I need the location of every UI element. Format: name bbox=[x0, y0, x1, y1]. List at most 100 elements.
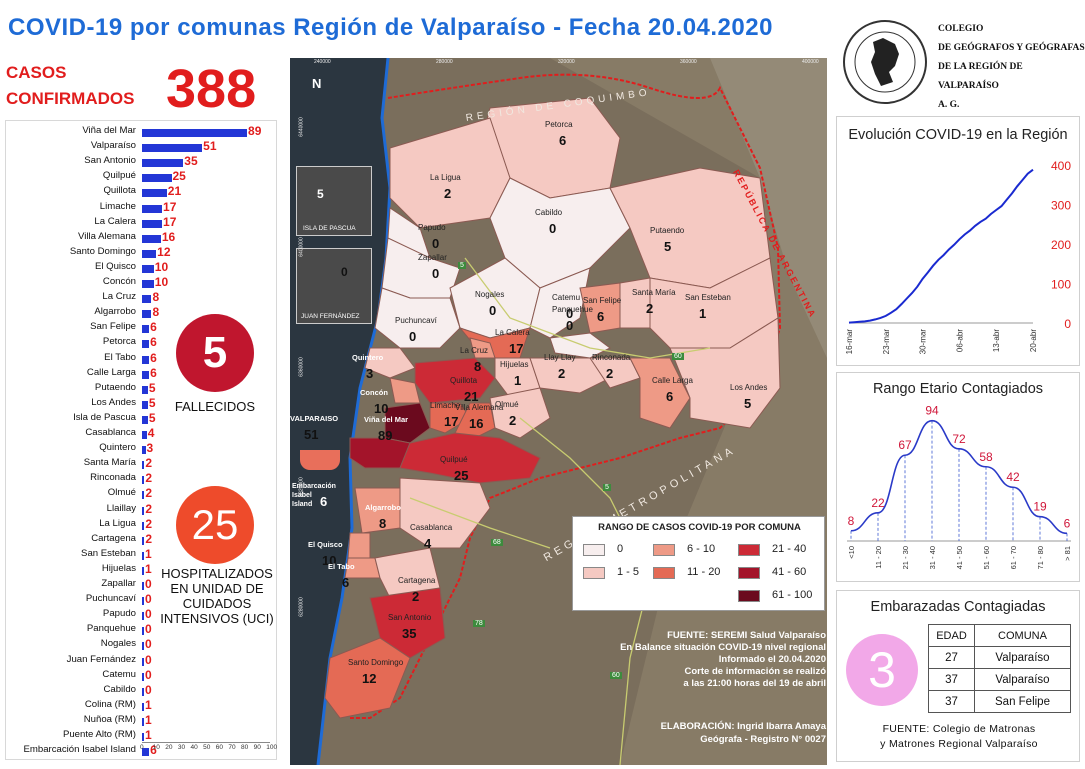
bar-value-label: 10 bbox=[154, 275, 169, 289]
comuna-value-label: 5 bbox=[664, 239, 672, 254]
legend-swatch bbox=[583, 567, 605, 579]
bar-value-label: 3 bbox=[146, 441, 154, 456]
bar-value-label: 4 bbox=[147, 426, 155, 440]
bar bbox=[142, 189, 167, 198]
bar-value-label: 0 bbox=[145, 622, 152, 637]
comuna-name-label: La Ligua bbox=[430, 173, 461, 182]
age-x-tick: <10 bbox=[847, 546, 856, 559]
comuna-name-label: La Cruz bbox=[460, 346, 489, 355]
casos-confirmados-label: CASOS CONFIRMADOS bbox=[6, 60, 134, 112]
table-row: 37 Valparaíso bbox=[928, 668, 1071, 691]
casos-label-line2: CONFIRMADOS bbox=[6, 89, 135, 108]
bar-value-label: 0 bbox=[145, 652, 152, 667]
evo-x-tick: 20-abr bbox=[1029, 329, 1038, 352]
bar bbox=[142, 129, 248, 137]
comuna-name-label: Algarrobo bbox=[365, 503, 401, 512]
comuna-value-label: 0 bbox=[566, 318, 574, 333]
source-line-3: Informado el 20.04.2020 bbox=[718, 654, 826, 665]
age-data-label: 42 bbox=[1006, 470, 1020, 484]
colegio-line-3: DE LA REGIÓN DE VALPARAÍSO bbox=[938, 62, 1023, 91]
map-source: FUENTE: SEREMI Salud Valparaíso En Balan… bbox=[556, 630, 826, 690]
bar-value-label: 2 bbox=[145, 501, 153, 516]
legend-swatch bbox=[653, 567, 675, 579]
age-data-label: 22 bbox=[871, 496, 885, 510]
bar-row: Puchuncaví 0 bbox=[6, 592, 278, 608]
embarazadas-count: 3 bbox=[846, 634, 918, 706]
bar-value-label: 1 bbox=[145, 546, 152, 561]
bar-value-label: 2 bbox=[145, 456, 153, 471]
legend-label: 1 - 5 bbox=[617, 566, 640, 578]
bar-category-label: Nuñoa (RM) bbox=[83, 713, 136, 725]
legend-label: 11 - 20 bbox=[687, 566, 721, 578]
bar bbox=[142, 687, 144, 696]
bar bbox=[142, 642, 144, 651]
bar-row: El Quisco 10 bbox=[6, 259, 278, 276]
map-top-coord: 400000 bbox=[802, 59, 819, 65]
age-series-line bbox=[850, 419, 1068, 535]
bar-row: La Ligua 2 bbox=[6, 517, 278, 533]
bar bbox=[142, 204, 163, 213]
comuna-name-label: Santo Domingo bbox=[348, 658, 404, 667]
map-credit: ELABORACIÓN: Ingrid Ibarra Amaya Geógraf… bbox=[556, 720, 826, 746]
emb-source-line-2: y Matrones Regional Valparaíso bbox=[880, 738, 1038, 750]
age-x-tick: 61 - 70 bbox=[1009, 546, 1018, 569]
embarazadas-title: Embarazadas Contagiadas bbox=[870, 599, 1046, 615]
comuna-value-label: 12 bbox=[362, 671, 377, 686]
road-label: 60 bbox=[610, 672, 622, 679]
bar-category-label: Nogales bbox=[100, 638, 136, 650]
comuna-name-label: Rinconada bbox=[592, 353, 631, 362]
bar-value-label: 0 bbox=[145, 577, 152, 591]
bar bbox=[142, 597, 144, 606]
bar-row: Los Andes 5 bbox=[6, 396, 278, 412]
comuna-name-label: Nogales bbox=[475, 290, 505, 299]
comuna-cell: Valparaíso bbox=[974, 646, 1071, 669]
bar bbox=[142, 733, 144, 741]
inset-isla-de-pascua: 5 ISLA DE PASCUA bbox=[296, 166, 372, 236]
comuna-value-label: 89 bbox=[378, 428, 393, 443]
bar-row: San Felipe 6 bbox=[6, 320, 278, 336]
comuna-value-label: 0 bbox=[566, 306, 574, 321]
bar-row: Putaendo 5 bbox=[6, 381, 278, 397]
comuna-value-label: 0 bbox=[432, 236, 440, 251]
age-data-label: 94 bbox=[925, 404, 939, 418]
embarcacion-marker bbox=[294, 450, 352, 498]
cases-by-comuna-bar-chart: Viña del Mar 89 Valparaíso 51 San Antonio 35 Q… bbox=[5, 120, 277, 760]
colegio-line-4: A. G. bbox=[938, 100, 960, 110]
road-label: 5 bbox=[458, 262, 466, 269]
bar-row: Llaillay 2 bbox=[6, 501, 278, 518]
bar-category-label: Olmué bbox=[107, 487, 136, 499]
comuna-name-label: Papudo bbox=[418, 223, 446, 232]
age-data-label: 58 bbox=[979, 450, 993, 464]
age-data-label: 72 bbox=[952, 432, 966, 446]
comuna-value-label: 6 bbox=[559, 133, 567, 148]
bar-row: La Cruz 8 bbox=[6, 290, 278, 306]
bar-category-label: Petorca bbox=[102, 336, 136, 348]
map-top-coord: 280000 bbox=[436, 59, 453, 65]
inset-juan-name: JUAN FERNÁNDEZ bbox=[301, 313, 360, 320]
evo-x-tick: 06-abr bbox=[955, 329, 964, 352]
bar-category-label: La Calera bbox=[94, 215, 136, 227]
bar bbox=[142, 144, 203, 153]
credit-line-1: ELABORACIÓN: Ingrid Ibarra Amaya bbox=[660, 721, 826, 732]
bar bbox=[142, 672, 144, 681]
table-row: 37 San Felipe bbox=[928, 690, 1071, 713]
bar-row: Juan Fernández 0 bbox=[6, 652, 278, 669]
bar-x-tick: 0 bbox=[140, 744, 144, 751]
bar-row: Hijuelas 1 bbox=[6, 562, 278, 578]
comuna-value-label: 0 bbox=[432, 266, 440, 281]
bar-category-label: Zapallar bbox=[101, 578, 136, 589]
bar-category-label: Rinconada bbox=[90, 472, 136, 484]
edad-cell: 37 bbox=[928, 668, 975, 691]
comuna-name-label: Hijuelas bbox=[500, 360, 529, 369]
source-line-2: En Balance situación COVID-19 nivel regi… bbox=[620, 642, 826, 653]
age-x-tick: 71 - 80 bbox=[1036, 546, 1045, 569]
bar-value-label: 10 bbox=[154, 259, 169, 274]
bar bbox=[142, 159, 184, 168]
bar-value-label: 8 bbox=[152, 290, 160, 305]
evolution-chart-panel: Evolución COVID-19 en la Región 0 100 200 3… bbox=[836, 116, 1080, 366]
bar-row: Zapallar 0 bbox=[6, 577, 278, 593]
legend-swatch bbox=[738, 567, 760, 579]
legend-label: 21 - 40 bbox=[772, 543, 807, 555]
age-x-tick: > 81 bbox=[1063, 546, 1072, 561]
bar bbox=[142, 702, 144, 711]
